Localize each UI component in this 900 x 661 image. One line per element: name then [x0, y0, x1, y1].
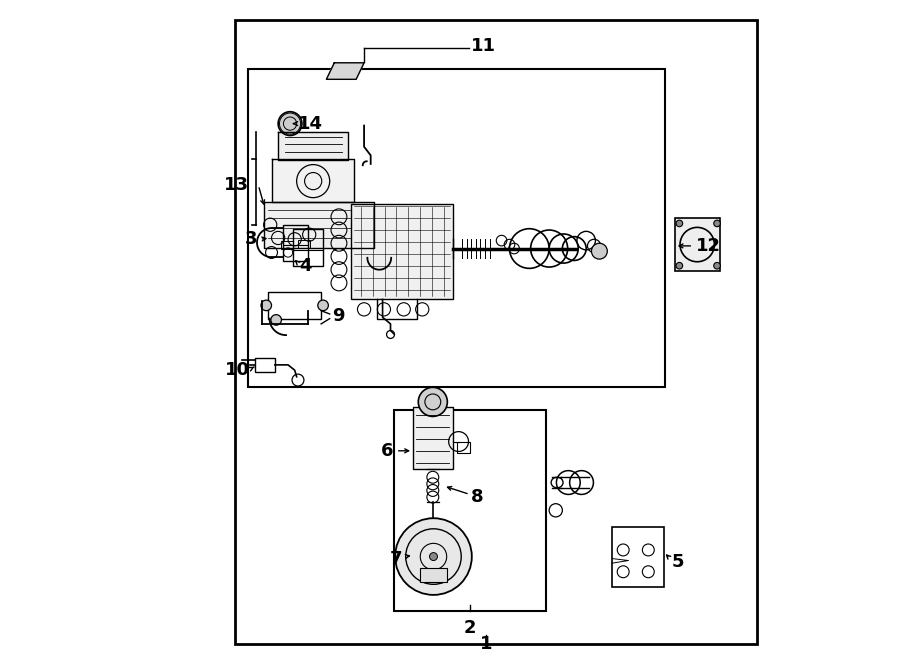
Circle shape — [278, 112, 302, 136]
Text: 14: 14 — [298, 114, 323, 133]
Bar — [612, 527, 663, 587]
Bar — [427, 518, 439, 524]
Text: 7: 7 — [390, 549, 402, 568]
Circle shape — [714, 220, 720, 227]
Bar — [675, 218, 720, 271]
Bar — [248, 69, 665, 387]
Text: 1: 1 — [480, 635, 492, 653]
Circle shape — [591, 243, 608, 259]
Circle shape — [318, 300, 328, 311]
Polygon shape — [272, 159, 355, 202]
Text: 4: 4 — [300, 256, 311, 275]
Text: 13: 13 — [224, 176, 249, 194]
Bar — [456, 442, 470, 453]
Text: 12: 12 — [696, 237, 721, 255]
Polygon shape — [327, 63, 364, 79]
Bar — [293, 229, 323, 266]
Text: 2: 2 — [464, 619, 476, 637]
Bar — [283, 225, 308, 261]
Circle shape — [676, 220, 683, 227]
Circle shape — [418, 387, 447, 416]
Circle shape — [676, 262, 683, 269]
Text: 8: 8 — [472, 488, 484, 506]
Bar — [235, 20, 758, 644]
Circle shape — [714, 262, 720, 269]
Circle shape — [395, 518, 472, 595]
Text: 10: 10 — [225, 361, 249, 379]
Bar — [413, 407, 453, 469]
Bar — [351, 204, 454, 299]
Bar — [394, 410, 545, 611]
Circle shape — [261, 300, 272, 311]
Bar — [281, 241, 292, 249]
Bar — [298, 240, 310, 248]
Bar — [420, 568, 446, 582]
Text: 6: 6 — [382, 442, 394, 460]
Polygon shape — [264, 202, 374, 248]
Circle shape — [271, 315, 282, 325]
Circle shape — [429, 553, 437, 561]
Bar — [255, 358, 274, 372]
Bar — [268, 292, 321, 319]
Text: 3: 3 — [245, 230, 257, 249]
Text: 5: 5 — [671, 553, 684, 571]
Text: 11: 11 — [472, 37, 496, 56]
Polygon shape — [278, 132, 347, 160]
Text: 9: 9 — [332, 307, 345, 325]
